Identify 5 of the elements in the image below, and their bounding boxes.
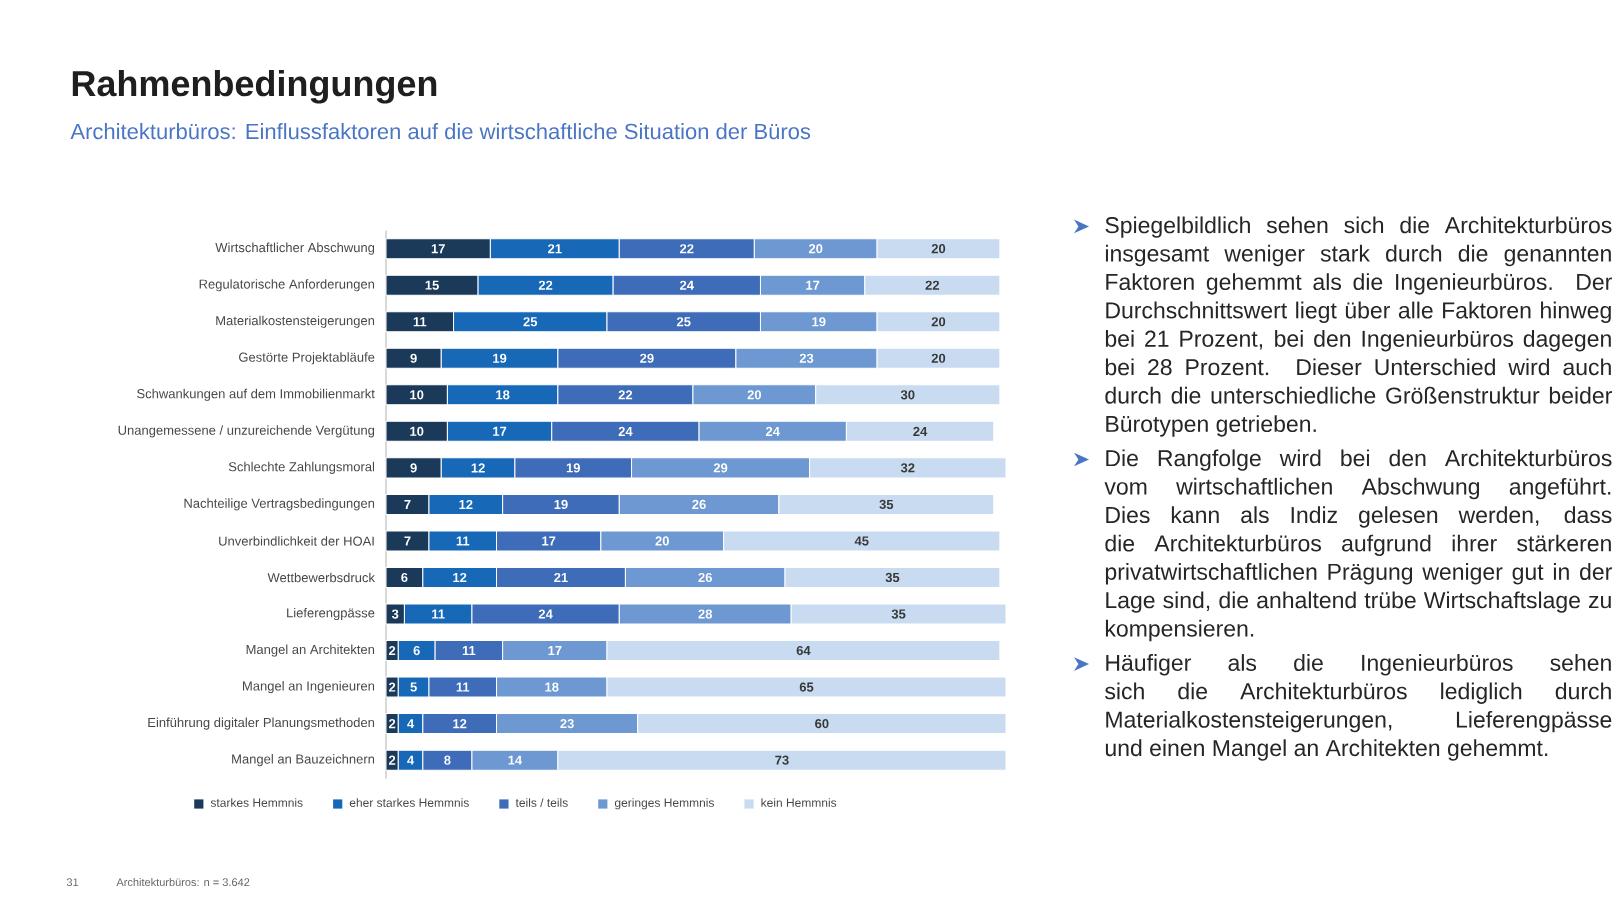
chart-title: Rahmenbedingungen — [72, 69, 437, 104]
text: Häufiger als die Ingenieurbüros sehen sich die Architekturbüros lediglich durch Materialkostensteigerungen, Lieferengpässe und einen Mangel an Architekten gehemmt. — [1105, 654, 1612, 761]
text: Die Rangfolge wird bei den Architekturbüros vom wirtschaftlichen Abschwung angeführt. Dies kann als Indiz gelesen werden, dass die Architekturbüros aufgrund ihrer stärkeren privatwirtschaftlichen Prägung weniger gut in der Lage sind, die anhaltend trübe Wirtschaftslage zu kompensieren. — [1104, 449, 1612, 642]
chart-subtitle: Architekturbüros: Einflussfaktoren auf die wirtschaftliche Situation der Büros — [70, 123, 811, 140]
text: Spiegelbildlich sehen sich die Architekturbüros insgesamt weniger stark durch die genannten Faktoren gehemmt als die Ingenieurbüros. Der Durchschnittswert liegt über alle Faktoren hinweg bei 21 Prozent, bei den Ingenieurbüros dagegen bei 28 Prozent. Dieser Unterschied wird auch durch die unterschiedliche Größenstruktur beider Bürotypen getrieben. — [1105, 216, 1612, 437]
